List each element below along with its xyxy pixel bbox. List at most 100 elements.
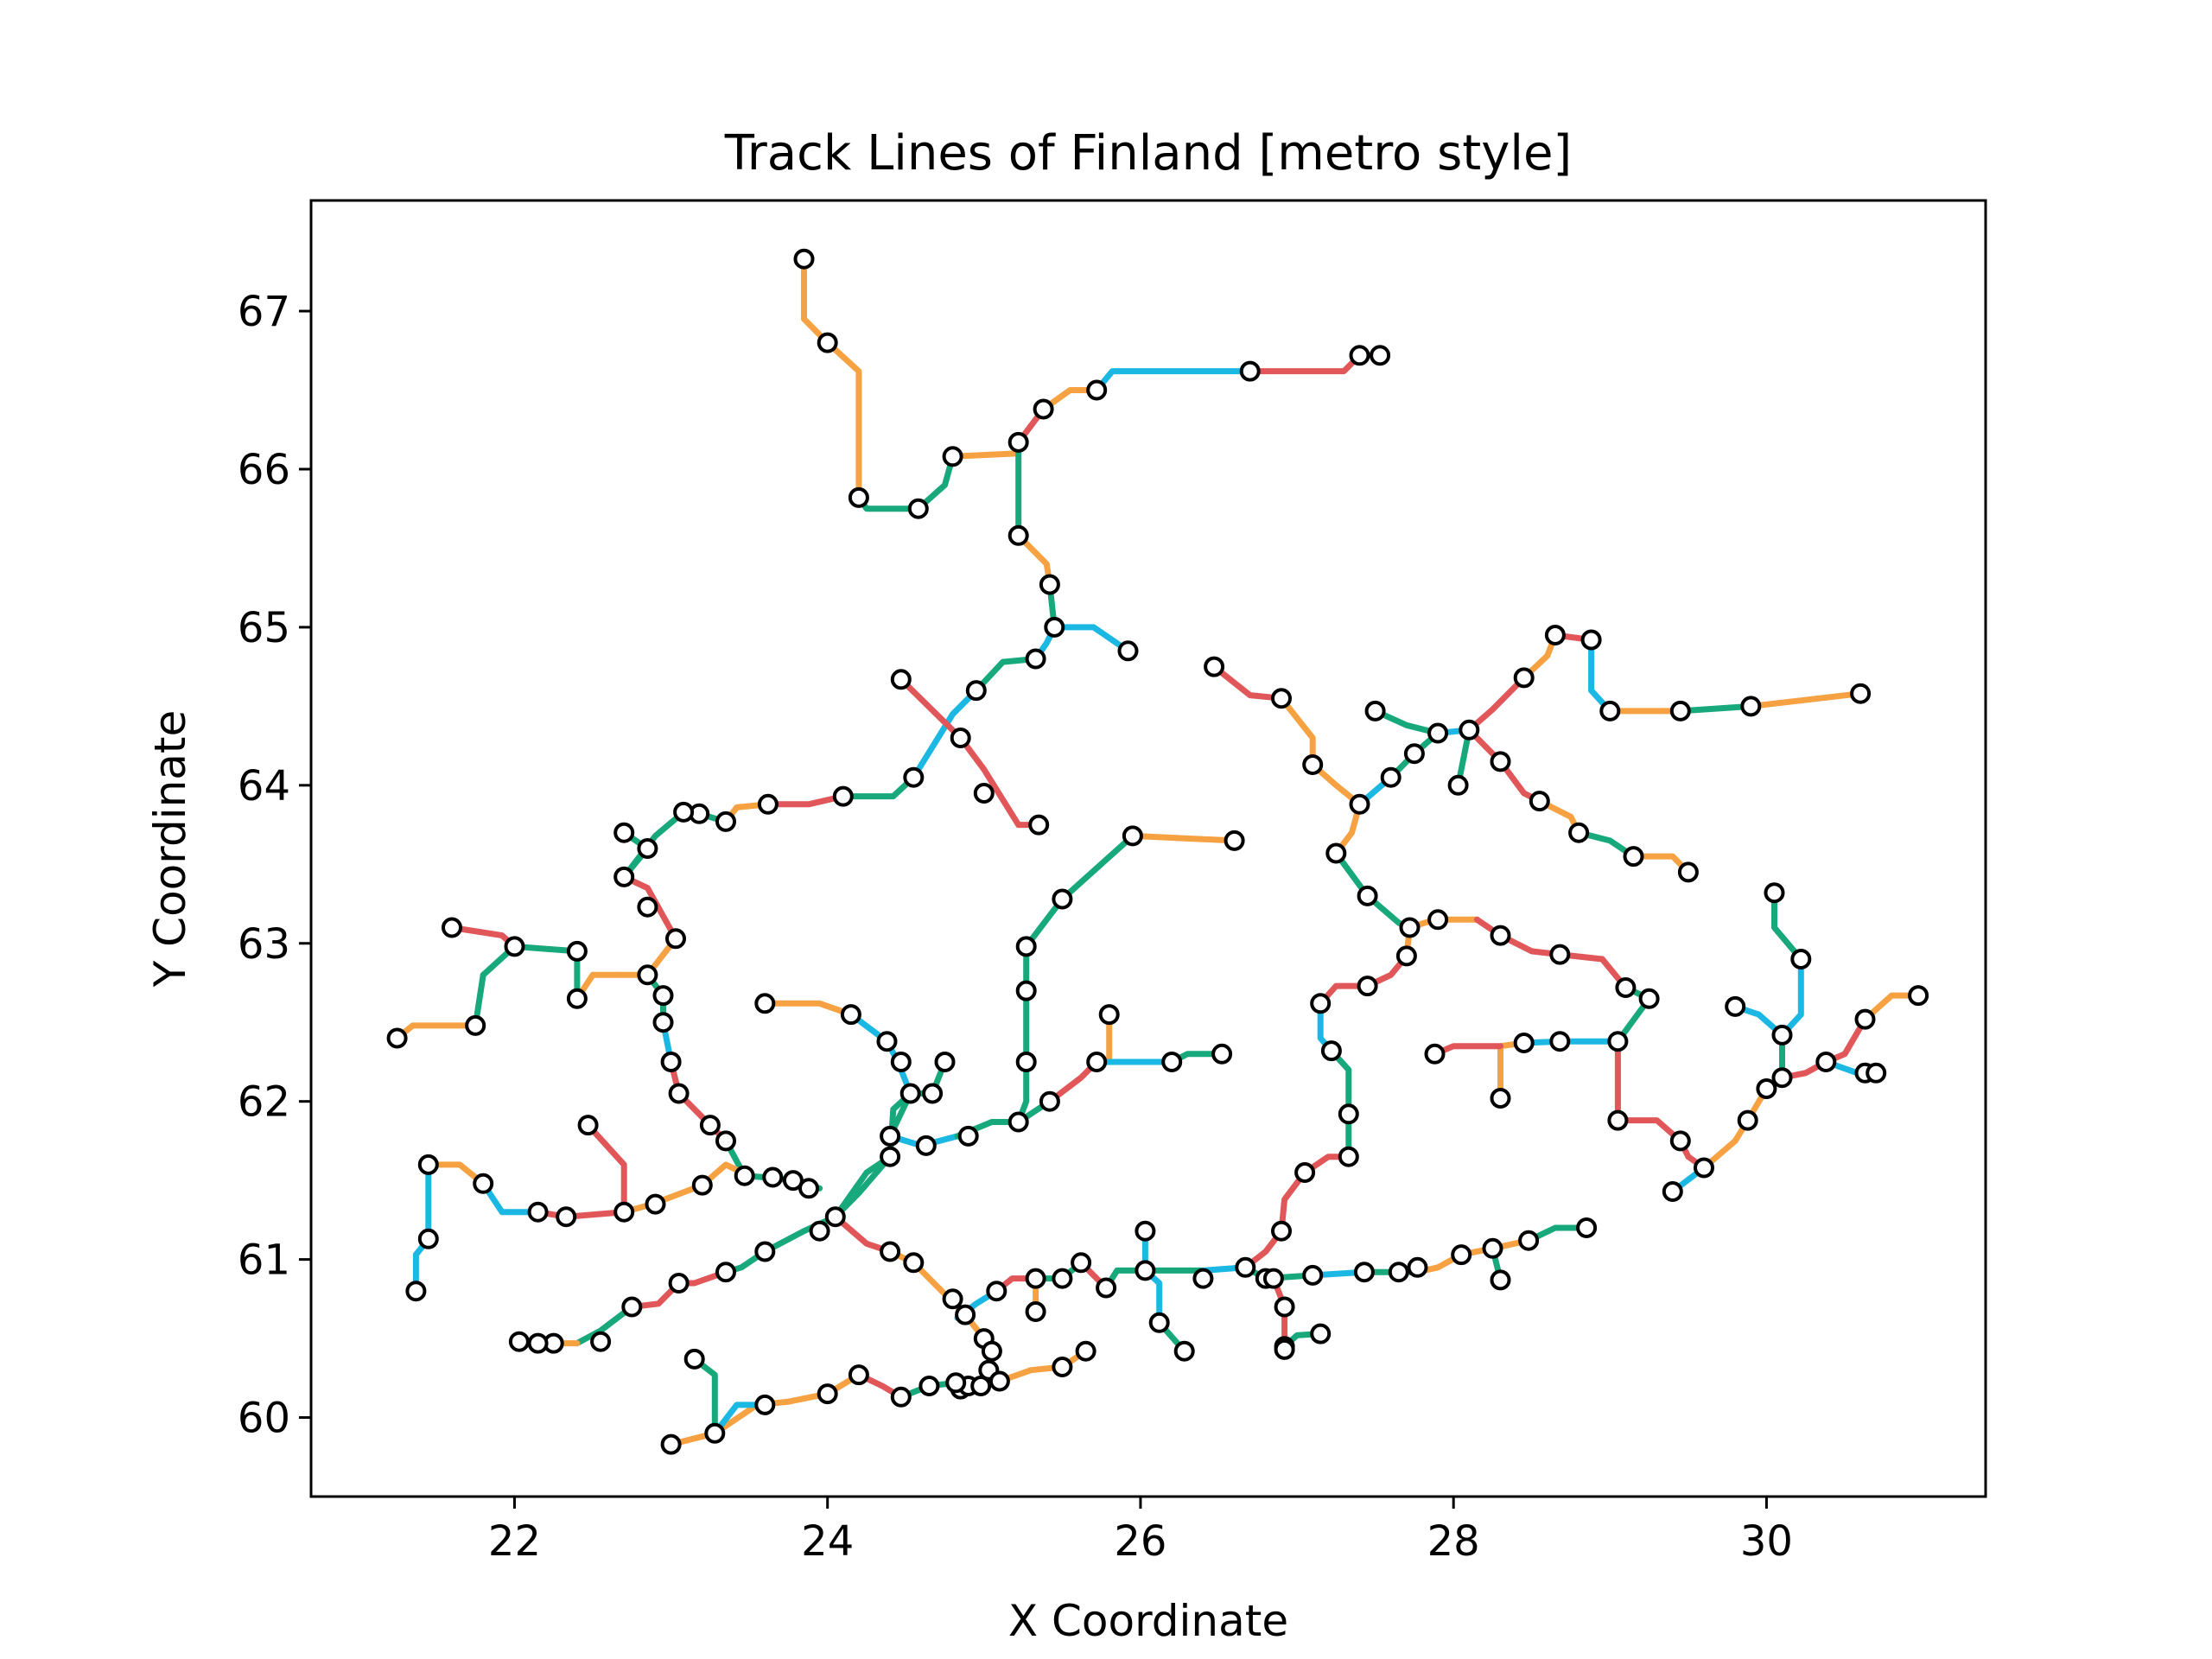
- x-axis-label: X Coordinate: [1008, 1596, 1288, 1646]
- station-marker: [1388, 1262, 1409, 1283]
- station-marker: [660, 1433, 682, 1455]
- station-marker: [1549, 1031, 1571, 1052]
- station-marker: [1529, 791, 1550, 812]
- station-marker: [1274, 1338, 1295, 1360]
- station-marker: [1044, 616, 1065, 638]
- station-marker: [1096, 1277, 1117, 1299]
- track-segment-red: [1278, 1169, 1308, 1235]
- station-marker: [1086, 1052, 1108, 1072]
- station-marker: [832, 785, 854, 807]
- station-marker: [1204, 656, 1225, 677]
- station-marker: [981, 1340, 1002, 1362]
- station-marker: [1513, 1033, 1535, 1053]
- station-marker: [1424, 1043, 1446, 1065]
- station-marker: [817, 1383, 838, 1405]
- station-marker: [782, 1170, 804, 1192]
- y-tick-label: 63: [238, 920, 290, 969]
- station-marker: [970, 1376, 992, 1396]
- station-marker: [1098, 1004, 1120, 1026]
- station-marker: [1576, 1217, 1598, 1238]
- station-marker: [1039, 1090, 1060, 1112]
- station-marker: [1599, 700, 1621, 721]
- station-marker: [1549, 944, 1571, 965]
- station-marker: [903, 766, 925, 788]
- station-marker: [1122, 825, 1143, 847]
- track-segment-orange: [761, 1000, 855, 1018]
- station-marker: [683, 1348, 705, 1370]
- station-marker: [1357, 976, 1378, 997]
- station-marker: [1490, 925, 1511, 946]
- station-marker: [473, 1173, 494, 1194]
- stations-layer: [386, 248, 1929, 1455]
- station-marker: [1039, 574, 1060, 595]
- y-tick-label: 62: [238, 1078, 290, 1127]
- track-segment-green: [1771, 889, 1804, 963]
- station-marker: [1025, 648, 1046, 670]
- y-axis-ticks: 60 61 62 63 64 65 66 67: [238, 288, 311, 1443]
- station-marker: [1380, 766, 1402, 788]
- station-marker: [1427, 909, 1449, 931]
- station-marker: [1490, 1088, 1511, 1109]
- track-segment-orange: [950, 450, 1022, 460]
- station-marker: [973, 783, 995, 804]
- station-marker: [1518, 1230, 1540, 1251]
- x-tick-label: 26: [1114, 1517, 1166, 1566]
- station-marker: [613, 1201, 635, 1223]
- station-marker: [637, 838, 658, 859]
- station-marker: [417, 1154, 439, 1175]
- station-marker: [1866, 1062, 1887, 1084]
- station-marker: [1071, 1252, 1092, 1274]
- station-marker: [1135, 1260, 1156, 1281]
- station-marker: [1737, 1109, 1758, 1131]
- station-marker: [637, 896, 658, 918]
- station-marker: [1349, 793, 1370, 815]
- y-tick-label: 67: [238, 288, 290, 336]
- chart-title: Track Lines of Finland [metro style]: [724, 125, 1573, 181]
- station-marker: [1399, 917, 1421, 938]
- station-marker: [1235, 1256, 1256, 1278]
- station-marker: [1052, 1357, 1073, 1377]
- track-segment-red: [535, 1209, 627, 1220]
- station-marker: [527, 1332, 549, 1354]
- station-marker: [1302, 754, 1324, 775]
- station-marker: [613, 866, 635, 887]
- station-marker: [890, 1386, 912, 1408]
- station-marker: [645, 1193, 666, 1215]
- station-marker: [621, 1296, 643, 1318]
- station-marker: [1015, 936, 1037, 957]
- station-marker: [1310, 1323, 1332, 1344]
- station-marker: [386, 1027, 408, 1049]
- station-marker: [1028, 814, 1050, 836]
- station-marker: [840, 1004, 861, 1026]
- station-marker: [1756, 1078, 1777, 1099]
- station-marker: [1459, 719, 1480, 741]
- x-axis-ticks: 22 24 26 28 30: [488, 1497, 1793, 1566]
- station-marker: [1271, 1220, 1292, 1242]
- station-marker: [880, 1241, 901, 1262]
- y-tick-label: 61: [238, 1236, 290, 1285]
- station-marker: [1338, 1146, 1359, 1167]
- station-marker: [699, 1115, 721, 1136]
- track-segment-red: [898, 676, 964, 741]
- station-marker: [1677, 861, 1699, 883]
- station-marker: [1623, 846, 1644, 868]
- station-marker: [1302, 1264, 1324, 1286]
- station-marker: [809, 1220, 830, 1242]
- station-marker: [754, 1394, 776, 1415]
- station-marker: [673, 801, 695, 823]
- station-marker: [1052, 1268, 1073, 1289]
- station-marker: [798, 1178, 819, 1199]
- station-marker: [934, 1052, 956, 1072]
- x-tick-label: 24: [801, 1517, 854, 1566]
- station-marker: [1007, 1111, 1029, 1133]
- station-marker: [1815, 1052, 1837, 1072]
- track-segment-green: [574, 1304, 635, 1347]
- station-marker: [1262, 1268, 1284, 1289]
- station-marker: [988, 1370, 1010, 1392]
- station-marker: [1580, 629, 1602, 651]
- track-segment-orange: [824, 340, 862, 501]
- station-marker: [1161, 1052, 1183, 1072]
- station-marker: [1607, 1109, 1629, 1131]
- track-segment-red: [765, 793, 847, 808]
- station-marker: [613, 822, 635, 843]
